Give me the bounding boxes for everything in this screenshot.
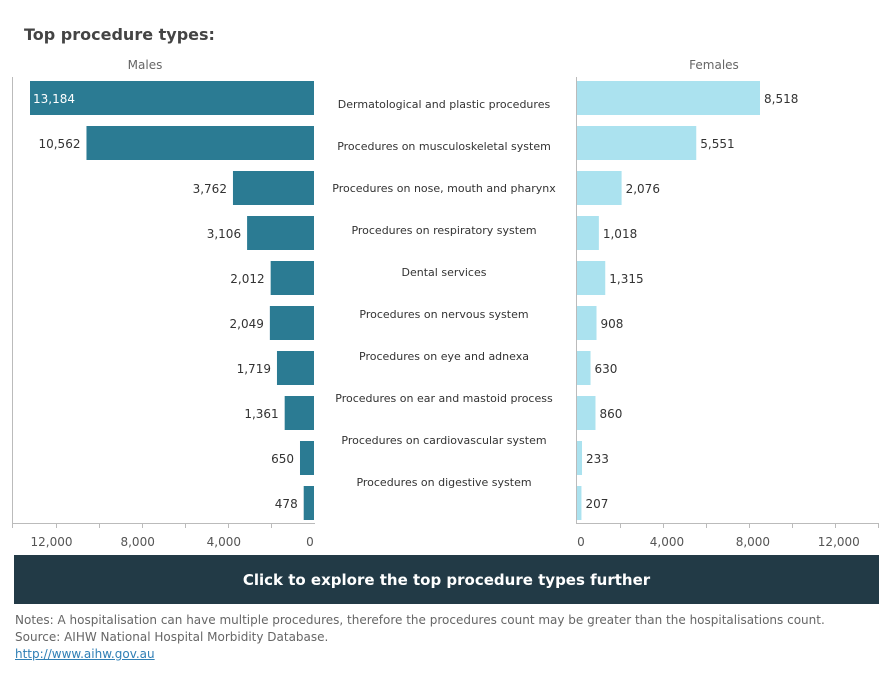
notes: Notes: A hospitalisation can have multip… <box>15 612 825 663</box>
males-bar <box>284 396 314 430</box>
category-label: Dental services <box>402 266 487 279</box>
females-value-label: 8,518 <box>764 92 798 106</box>
males-tick-label: 12,000 <box>31 535 73 549</box>
males-value-label: 1,361 <box>244 407 278 421</box>
males-bar <box>303 486 314 520</box>
females-tick-label: 8,000 <box>736 535 770 549</box>
males-value-label: 1,719 <box>237 362 271 376</box>
category-label: Procedures on nervous system <box>359 308 528 321</box>
females-bar <box>577 81 760 115</box>
procedure-chart: Males Females 0 4,000 8,000 12,000 0 4,000 8,000… <box>12 58 879 549</box>
males-value-label: 10,562 <box>38 137 80 151</box>
males-value-label: 13,184 <box>33 92 75 106</box>
source-text: Source: AIHW National Hospital Morbidity… <box>15 630 329 644</box>
males-bar <box>276 351 314 385</box>
males-value-label: 2,049 <box>230 317 264 331</box>
page-title: Top procedure types: <box>24 25 215 44</box>
females-bar <box>577 261 606 295</box>
females-tick-label: 0 <box>577 535 585 549</box>
males-value-label: 478 <box>275 497 298 511</box>
females-bar <box>577 306 597 340</box>
females-value-label: 207 <box>585 497 608 511</box>
females-bar <box>577 486 582 520</box>
females-value-label: 860 <box>599 407 622 421</box>
females-value-label: 2,076 <box>626 182 660 196</box>
males-header: Males <box>128 58 163 72</box>
females-bar <box>577 216 599 250</box>
females-tick-label: 4,000 <box>650 535 684 549</box>
females-tick-label: 12,000 <box>818 535 860 549</box>
females-value-label: 1,018 <box>603 227 637 241</box>
males-tick-label: 4,000 <box>207 535 241 549</box>
males-value-label: 650 <box>271 452 294 466</box>
males-bar <box>232 171 314 205</box>
males-value-label: 2,012 <box>230 272 264 286</box>
males-bar <box>299 441 314 475</box>
category-label: Procedures on digestive system <box>356 476 531 489</box>
aihw-link[interactable]: http://www.aihw.gov.au <box>15 647 155 661</box>
notes-text: Notes: A hospitalisation can have multip… <box>15 613 825 627</box>
females-value-label: 5,551 <box>700 137 734 151</box>
category-label: Procedures on ear and mastoid process <box>335 392 553 405</box>
males-bar <box>86 126 314 160</box>
males-bar <box>30 81 314 115</box>
category-label: Procedures on eye and adnexa <box>359 350 529 363</box>
males-tick-label: 0 <box>306 535 314 549</box>
males-tick-label: 8,000 <box>120 535 154 549</box>
females-value-label: 233 <box>586 452 609 466</box>
females-value-label: 1,315 <box>609 272 643 286</box>
females-bar <box>577 351 591 385</box>
females-bar <box>577 126 697 160</box>
females-value-label: 908 <box>601 317 624 331</box>
females-header: Females <box>689 58 739 72</box>
category-label: Procedures on respiratory system <box>351 224 536 237</box>
males-bar <box>247 216 314 250</box>
explore-button[interactable]: Click to explore the top procedure types… <box>14 555 879 604</box>
females-bar <box>577 396 596 430</box>
category-label: Dermatological and plastic procedures <box>338 98 551 111</box>
females-bar <box>577 171 622 205</box>
category-label: Procedures on nose, mouth and pharynx <box>332 182 556 195</box>
category-label: Procedures on cardiovascular system <box>341 434 546 447</box>
males-bar <box>269 306 314 340</box>
females-bar <box>577 441 583 475</box>
females-value-label: 630 <box>595 362 618 376</box>
category-label: Procedures on musculoskeletal system <box>337 140 551 153</box>
males-value-label: 3,762 <box>193 182 227 196</box>
males-bar <box>270 261 314 295</box>
males-value-label: 3,106 <box>207 227 241 241</box>
